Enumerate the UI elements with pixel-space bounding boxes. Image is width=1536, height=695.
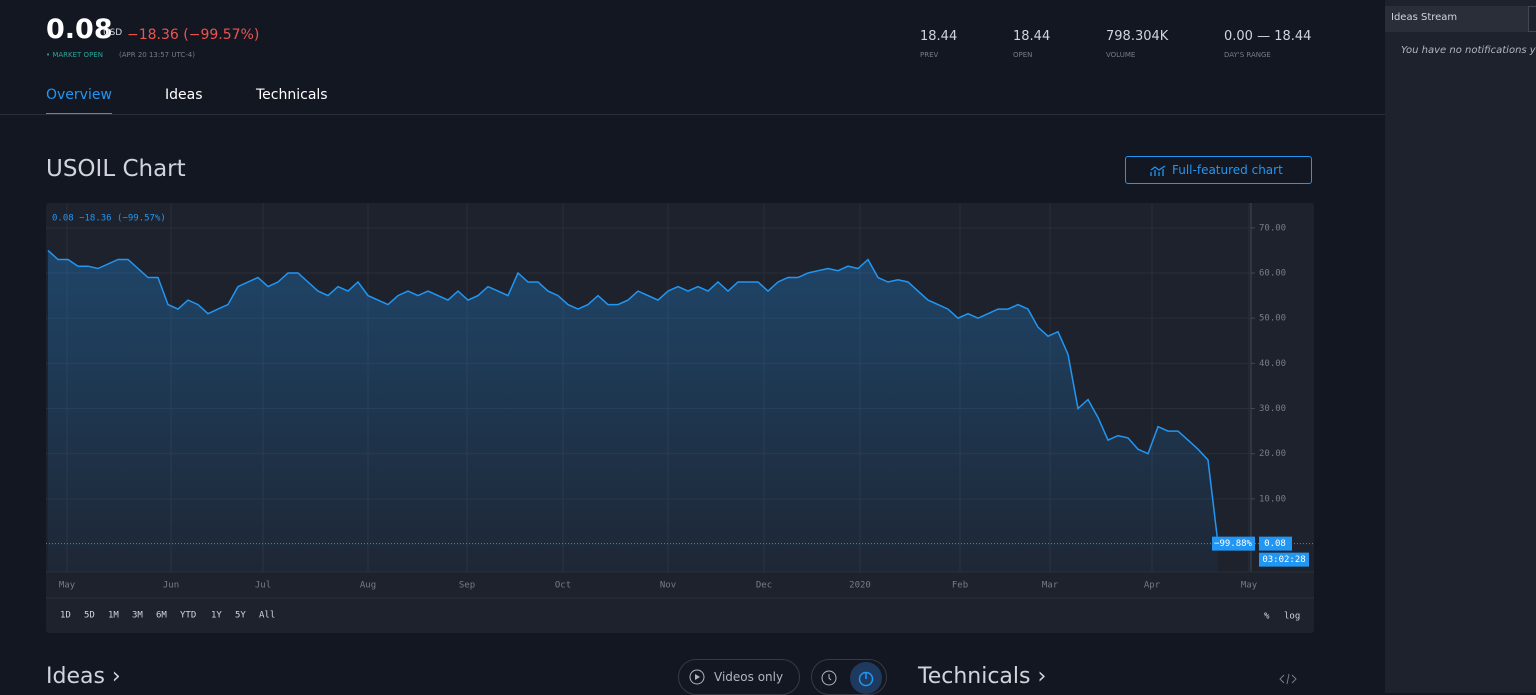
- stat-label: PREV: [920, 51, 939, 59]
- full-chart-button[interactable]: Full-featured chart: [1125, 156, 1312, 184]
- x-tick-label: 2020: [849, 581, 871, 591]
- sidebar-header: [1385, 6, 1528, 32]
- x-tick-label: Aug: [360, 581, 376, 591]
- stat-label: VOLUME: [1106, 51, 1136, 59]
- tab[interactable]: Technicals: [256, 87, 328, 103]
- stat-label: OPEN: [1013, 51, 1033, 59]
- scale-option[interactable]: log: [1284, 612, 1300, 622]
- x-tick-label: May: [1241, 581, 1258, 591]
- x-tick-label: Jun: [163, 581, 179, 591]
- stat-value: 798.304K: [1106, 29, 1169, 44]
- x-tick-label: Nov: [660, 581, 676, 591]
- range-button[interactable]: YTD: [180, 611, 196, 621]
- market-status: • MARKET OPEN: [46, 51, 103, 59]
- x-tick-label: Dec: [756, 581, 772, 591]
- sidebar-title: Ideas Stream: [1391, 12, 1458, 23]
- sidebar-message: You have no notifications yet.: [1401, 45, 1536, 56]
- y-tick-label: 30.00: [1259, 404, 1286, 414]
- sidebar: Ideas Stream You have no notifications y…: [1385, 0, 1536, 693]
- ideas-heading[interactable]: Ideas ›: [46, 664, 121, 689]
- x-tick-label: Oct: [555, 581, 571, 591]
- range-button[interactable]: 6M: [156, 611, 167, 621]
- x-tick-label: Apr: [1144, 581, 1161, 591]
- y-tick-label: 50.00: [1259, 314, 1286, 324]
- x-tick-label: Feb: [952, 581, 968, 591]
- chart: 10.00 20.00 30.00 40.00 50.00 60.00 70.00 May Ju…: [46, 203, 1314, 622]
- play-icon: [689, 669, 705, 685]
- price-badge: [1259, 536, 1292, 551]
- x-tick-label: May: [59, 581, 76, 591]
- currency: USD: [103, 28, 123, 38]
- market-time: (APR 20 13:57 UTC-4): [119, 51, 195, 59]
- price: 0.08: [46, 14, 113, 45]
- change-label: −99.88%: [1214, 539, 1253, 549]
- legend: 0.08 −18.36 (−99.57%): [52, 214, 166, 224]
- countdown-label: 03:02:28: [1262, 555, 1305, 565]
- stat-label: DAY'S RANGE: [1224, 51, 1271, 59]
- range-button[interactable]: 3M: [132, 611, 143, 621]
- price-label: 0.08: [1264, 539, 1286, 549]
- clock-icon: [821, 670, 837, 686]
- embed-icon[interactable]: [1278, 672, 1298, 686]
- range-button[interactable]: 5D: [84, 611, 95, 621]
- sort-toggle[interactable]: [811, 659, 887, 695]
- tab[interactable]: Ideas: [165, 87, 203, 103]
- scale-option[interactable]: %: [1264, 612, 1270, 622]
- range-button[interactable]: 5Y: [235, 611, 246, 621]
- y-tick-label: 70.00: [1259, 223, 1286, 233]
- popular-icon: [858, 671, 874, 687]
- range-button[interactable]: 1D: [60, 611, 71, 621]
- technicals-heading[interactable]: Technicals ›: [918, 664, 1047, 689]
- stat-value: 18.44: [920, 29, 958, 44]
- sidebar-control[interactable]: [1528, 6, 1536, 32]
- videos-label: Videos only: [714, 670, 784, 684]
- y-tick-label: 40.00: [1259, 359, 1286, 369]
- tab[interactable]: Overview: [46, 87, 112, 103]
- area-fill: [48, 250, 1218, 572]
- videos-toggle[interactable]: Videos only: [678, 659, 800, 695]
- price-line: [47, 249, 1219, 544]
- y-tick-label: 20.00: [1259, 449, 1286, 459]
- change: −18.36 (−99.57%): [127, 27, 260, 43]
- x-tick-label: Mar: [1042, 581, 1059, 591]
- y-tick-label: 60.00: [1259, 269, 1286, 279]
- range-button[interactable]: All: [259, 611, 275, 621]
- stat-value: 18.44: [1013, 29, 1051, 44]
- y-tick-label: 10.00: [1259, 494, 1286, 504]
- section-title: USOIL Chart: [46, 156, 186, 182]
- change-badge: [1212, 536, 1255, 551]
- divider: [0, 114, 1385, 115]
- x-tick-label: Jul: [255, 581, 271, 591]
- range-button[interactable]: 1M: [108, 611, 119, 621]
- button-label: Full-featured chart: [1172, 163, 1283, 177]
- range-button[interactable]: 1Y: [211, 611, 222, 621]
- x-tick-label: Sep: [459, 581, 475, 591]
- countdown-badge: [1259, 552, 1309, 567]
- stat-value: 0.00 — 18.44: [1224, 29, 1312, 44]
- chart-icon: [1150, 165, 1166, 176]
